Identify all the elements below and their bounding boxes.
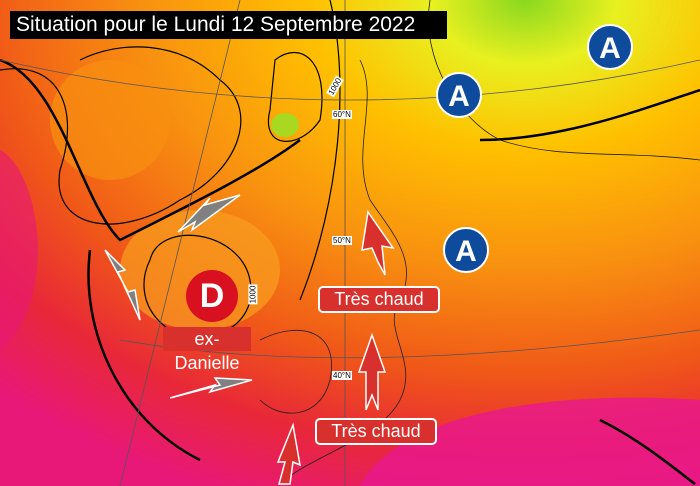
flow-arrow (104, 249, 141, 321)
flow-arrows (104, 194, 253, 399)
hot-region (0, 150, 38, 350)
warm-arrows (276, 210, 395, 485)
anticyclone-symbol: A (587, 24, 633, 70)
very-hot-label: Très chaud (318, 286, 440, 313)
cool-spot (271, 113, 299, 137)
very-hot-label: Très chaud (315, 418, 437, 445)
latitude-label: 40°N (332, 371, 352, 380)
isobar-label: 1000 (248, 284, 258, 305)
warm-arrow (276, 422, 301, 485)
hot-region (360, 397, 700, 486)
map-title: Situation pour le Lundi 12 Septembre 202… (10, 11, 447, 39)
isobars (0, 0, 341, 339)
warm-arrow (361, 210, 395, 276)
warm-arrow (357, 332, 387, 411)
cool-core (120, 210, 280, 330)
flow-arrow (169, 377, 253, 399)
depression-name-label: ex-Danielle (163, 327, 251, 373)
depression-symbol: D (186, 270, 238, 322)
anticyclone-symbol: A (443, 227, 489, 273)
flow-arrow (177, 194, 241, 233)
warm-region (50, 60, 170, 180)
thick-isobars (0, 58, 700, 485)
latitude-label: 60°N (332, 110, 352, 119)
anticyclone-symbol: A (436, 72, 482, 118)
latitude-label: 50°N (332, 236, 352, 245)
